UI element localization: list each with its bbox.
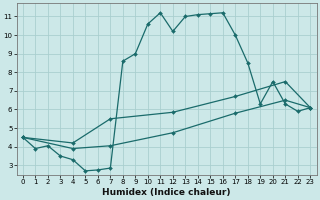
X-axis label: Humidex (Indice chaleur): Humidex (Indice chaleur): [102, 188, 231, 197]
